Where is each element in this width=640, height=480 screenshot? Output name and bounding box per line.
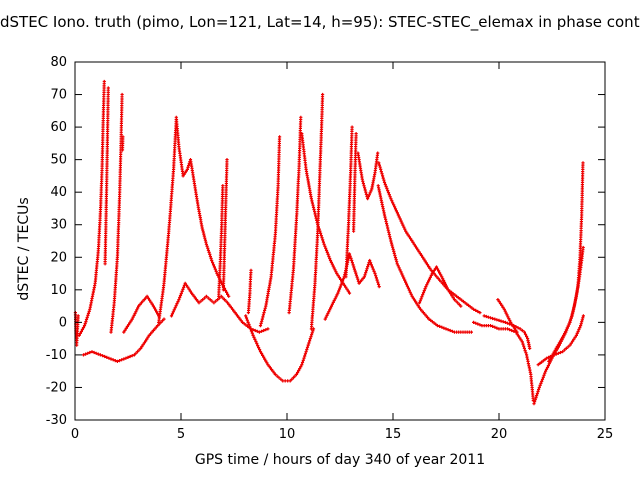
series-spike-42	[217, 184, 225, 298]
series-rise-from-dip	[532, 245, 585, 406]
series-steep-descend	[376, 184, 473, 334]
x-tick-label: 0	[71, 427, 79, 442]
series-spike-70b	[309, 92, 325, 331]
series-valley-arc-14h	[356, 151, 380, 201]
series-spike-63-descend	[157, 115, 231, 324]
y-tick-label: 40	[50, 185, 67, 200]
series-right-low-to-dip	[472, 320, 535, 403]
series-bump-17h	[417, 265, 463, 308]
series-deep-dip	[244, 314, 316, 383]
series-spike-63b	[287, 115, 303, 315]
series-spike-50	[221, 158, 229, 292]
series-mid-bump-3h	[122, 294, 161, 334]
y-tick-label: -30	[46, 413, 67, 428]
x-tick-label: 10	[279, 427, 296, 442]
chart-title: dSTEC Iono. truth (pimo, Lon=121, Lat=14…	[0, 13, 640, 31]
x-tick-label: 20	[491, 427, 508, 442]
series-spike-58	[352, 132, 358, 233]
series-low-band-left	[81, 317, 166, 363]
plot-border	[74, 61, 606, 421]
y-tick-label: 60	[50, 120, 67, 135]
y-axis-label: dSTEC / TECUs	[16, 197, 32, 301]
series-spike-57	[258, 135, 282, 328]
series-short-20h	[496, 298, 519, 334]
series-right-spike-49	[547, 161, 585, 363]
y-tick-label: 0	[59, 315, 67, 330]
series-mid-band-5-9h	[169, 281, 270, 334]
y-tick-label: 10	[50, 283, 67, 298]
y-tick-label: -10	[46, 348, 67, 363]
x-tick-label: 5	[177, 427, 185, 442]
y-tick-label: 20	[50, 250, 67, 265]
y-tick-label: 50	[50, 153, 67, 168]
series-descend-from-63b	[300, 132, 352, 295]
series-spike-60	[344, 125, 354, 279]
series-arc-spike-74	[77, 79, 106, 337]
series-blob-56	[120, 135, 125, 152]
y-tick-label: 70	[50, 88, 67, 103]
series-long-descend	[377, 161, 482, 315]
series-spike-70	[109, 92, 124, 334]
series-spike-16	[246, 268, 253, 315]
x-tick-label: 15	[385, 427, 402, 442]
y-tick-label: -20	[46, 380, 67, 395]
x-axis-label: GPS time / hours of day 340 of year 2011	[194, 452, 486, 468]
y-tick-label: 80	[50, 55, 67, 70]
series-spike-72	[103, 86, 110, 266]
series-right-band	[536, 314, 585, 367]
x-tick-label: 25	[597, 427, 614, 442]
y-tick-label: 30	[50, 218, 67, 233]
